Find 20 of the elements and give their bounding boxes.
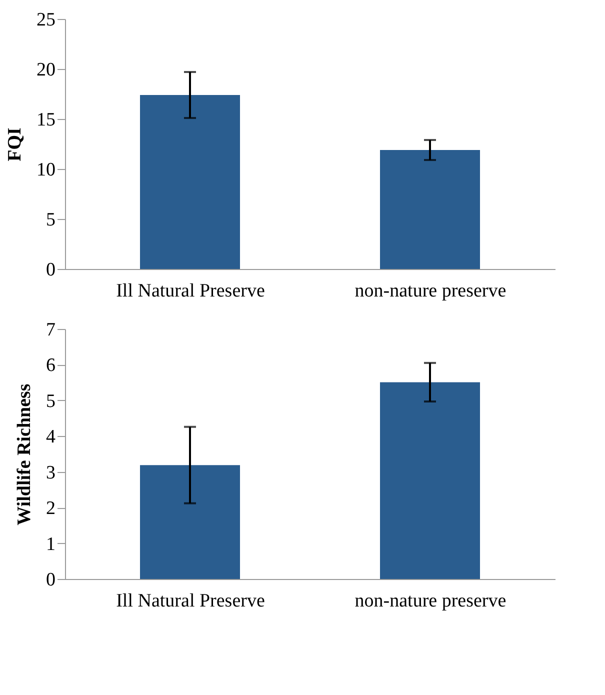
x-tick-label: non-nature preserve — [354, 590, 506, 612]
y-tick-label: 3 — [46, 462, 56, 484]
x-tick-label: Ill Natural Preserve — [116, 590, 265, 612]
y-tick-label: 4 — [46, 426, 56, 448]
y-axis-title: FQI — [4, 128, 26, 162]
x-tick-label: Ill Natural Preserve — [116, 280, 265, 302]
y-tick-label: 1 — [46, 534, 56, 555]
y-tick-label: 7 — [46, 320, 56, 340]
y-tick-label: 20 — [36, 60, 56, 80]
y-tick-label: 0 — [46, 570, 56, 590]
y-tick-label: 25 — [36, 10, 56, 30]
y-tick-label: 2 — [46, 498, 56, 520]
y-axis-title: Wildlife Richness — [14, 384, 35, 526]
y-tick-label: 15 — [36, 110, 56, 130]
y-tick-label: 0 — [46, 260, 56, 280]
y-tick-label: 6 — [46, 355, 56, 376]
x-tick-label: non-nature preserve — [354, 280, 506, 302]
y-tick-label: 5 — [46, 390, 56, 412]
y-tick-label: 10 — [36, 160, 56, 180]
y-tick-label: 5 — [46, 210, 56, 230]
